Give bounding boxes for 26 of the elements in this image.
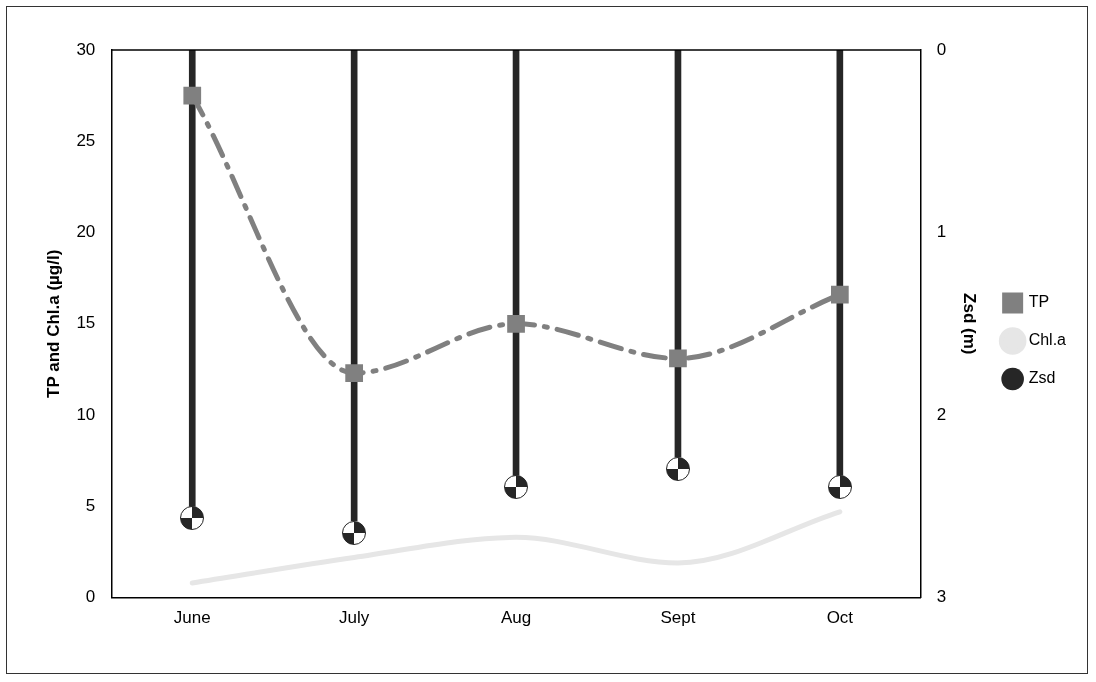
point [507,314,525,333]
point [345,364,364,382]
y2-tick-label: 0 [936,39,947,59]
y-tick-label: 10 [76,404,96,424]
y-tick-label: 25 [76,130,96,150]
y2-tick-label: 2 [936,404,947,424]
y-tick-label: 0 [85,587,96,607]
y2-axis-title: Zsd (m) [959,293,979,355]
x-tick-label: July [339,608,370,628]
y2-tick-label: 1 [936,222,947,242]
legend-label: TP [1028,293,1050,311]
y-tick-label: 30 [76,39,96,59]
x-tick-label: Aug [500,608,532,628]
y-tick-label: 20 [76,222,96,242]
point [830,285,849,304]
y-tick-label: 5 [85,496,96,516]
x-tick-label: Oct [826,608,854,628]
legend-label: Zsd [1028,369,1056,387]
legend-label: Chl.a [1028,331,1067,349]
y2-tick-label: 3 [936,587,947,607]
point [183,86,202,105]
point [669,349,687,368]
y-tick-label: 15 [76,313,96,333]
y-axis-title: TP and Chl.a (µg/l) [43,249,63,398]
x-tick-label: Sept [660,608,696,628]
x-tick-label: June [173,608,211,628]
